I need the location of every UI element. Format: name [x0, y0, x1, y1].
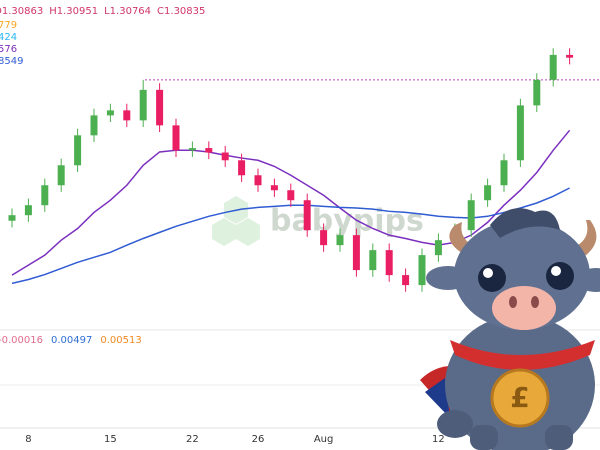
indicator-value: 576 — [0, 44, 17, 55]
candle-body — [549, 54, 557, 80]
candle-body — [172, 125, 180, 151]
nostril — [509, 296, 517, 308]
x-tick-label: 12 — [432, 434, 445, 445]
coin-symbol: £ — [510, 381, 529, 414]
candle-body — [385, 250, 393, 276]
candle-body — [500, 160, 508, 186]
candle-body — [418, 255, 426, 286]
candle-body — [352, 235, 360, 271]
candle-body — [205, 148, 213, 153]
candle-body — [156, 89, 164, 126]
leg — [545, 425, 573, 450]
right-eye-shine — [551, 266, 561, 276]
candle-body — [270, 185, 278, 191]
left-eye-shine — [483, 268, 493, 278]
candle-body — [24, 205, 32, 216]
leg — [470, 425, 498, 450]
x-tick-label: Aug — [314, 434, 334, 445]
candle-body — [369, 250, 377, 271]
ohlc-value: C1.30835 — [157, 6, 205, 17]
macd-value: 0.00497 — [51, 335, 92, 346]
candle-body — [41, 185, 49, 206]
candle-body — [74, 135, 82, 166]
indicator-value: 779 — [0, 20, 17, 31]
head — [454, 220, 590, 330]
candle-body — [238, 160, 246, 176]
macd-value: -0.00016 — [0, 335, 43, 346]
indicator-value: 8549 — [0, 56, 23, 67]
indicator-value: 424 — [0, 32, 17, 43]
candle-body — [336, 235, 344, 246]
candle-body — [566, 54, 574, 58]
candle-body — [221, 152, 229, 161]
nostril — [531, 296, 539, 308]
candle-body — [106, 110, 114, 116]
candle-body — [516, 105, 524, 161]
ohlc-value: O1.30863 — [0, 6, 43, 17]
candle-body — [287, 190, 295, 201]
hair — [490, 208, 560, 238]
candle-body — [484, 185, 492, 201]
candle-body — [434, 240, 442, 256]
ohlc-value: L1.30764 — [104, 6, 151, 17]
coin — [490, 368, 550, 428]
watermark: babypips — [270, 204, 424, 239]
macd-value: 0.00513 — [100, 335, 141, 346]
scarf — [450, 340, 595, 370]
candle-body — [57, 165, 65, 186]
candle-body — [139, 89, 147, 121]
x-tick-label: 8 — [25, 434, 31, 445]
candle-body — [303, 200, 311, 231]
candle-body — [254, 175, 262, 186]
candle-body — [320, 230, 328, 246]
candle-body — [8, 215, 16, 221]
x-tick-label: 15 — [104, 434, 117, 445]
snout — [492, 286, 556, 330]
candle-body — [402, 275, 410, 286]
right-ear — [576, 268, 600, 292]
x-tick-label: 22 — [186, 434, 199, 445]
ohlc-value: H1.30951 — [49, 6, 98, 17]
left-eye — [478, 264, 506, 292]
candle-body — [123, 110, 131, 121]
candle-body — [188, 148, 196, 151]
cape-flag — [425, 378, 450, 418]
moving-average — [11, 129, 571, 276]
candle-body — [533, 79, 541, 106]
arm — [437, 410, 473, 438]
x-tick-label: 26 — [252, 434, 265, 445]
candle-body — [90, 115, 98, 136]
left-ear — [426, 266, 470, 290]
right-eye — [546, 262, 574, 290]
candle-body — [467, 200, 475, 231]
